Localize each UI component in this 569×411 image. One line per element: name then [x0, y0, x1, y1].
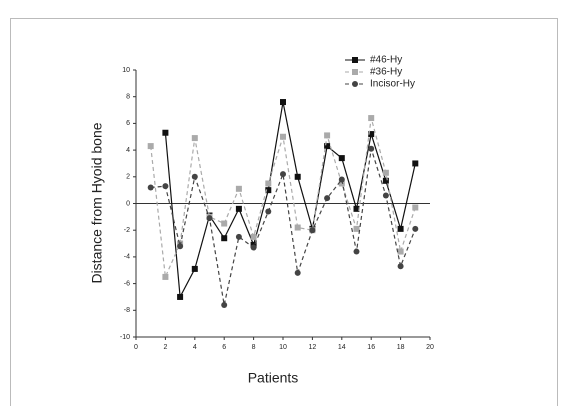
y-axis-title: Distance from Hyoid bone [89, 122, 105, 283]
point [397, 225, 404, 232]
y-tick-label: -10 [120, 334, 130, 341]
y-tick-label: 6 [126, 120, 130, 127]
x-tick-label: 18 [397, 344, 405, 351]
point [221, 220, 228, 227]
point [162, 129, 169, 136]
x-tick-label: 16 [367, 344, 375, 351]
point [353, 225, 360, 232]
point [280, 99, 286, 106]
point [368, 145, 375, 152]
y-tick-label: -8 [124, 307, 130, 314]
point [412, 204, 419, 211]
point [324, 195, 331, 202]
y-tick-label: -6 [124, 280, 130, 287]
point [324, 143, 331, 150]
legend-label: #46-Hy [370, 55, 402, 66]
point [324, 132, 331, 139]
point [382, 177, 389, 184]
point [147, 143, 154, 150]
y-tick-label: -4 [124, 254, 130, 261]
point [382, 169, 389, 176]
point [250, 244, 257, 251]
point [235, 205, 242, 212]
point [382, 192, 389, 199]
y-tick-label: 0 [126, 200, 130, 207]
point [368, 131, 375, 138]
point [294, 269, 301, 276]
y-tick-label: 8 [126, 94, 130, 101]
point [265, 180, 272, 187]
point [353, 248, 360, 255]
x-tick-label: 4 [193, 344, 197, 351]
point [294, 173, 301, 180]
point [338, 176, 345, 183]
point [177, 293, 184, 300]
y-tick-label: 4 [126, 147, 130, 154]
point [147, 184, 154, 191]
point [294, 224, 301, 231]
legend-label: #36-Hy [370, 67, 402, 78]
point [397, 263, 404, 270]
x-tick-label: 0 [134, 344, 138, 351]
point [177, 243, 184, 250]
point [162, 273, 169, 280]
point [353, 205, 360, 212]
x-tick-label: 6 [222, 344, 226, 351]
x-tick-label: 14 [338, 344, 346, 351]
x-tick-label: 8 [252, 344, 256, 351]
x-axis-title: Patients [248, 370, 299, 386]
point [191, 265, 198, 272]
x-tick-label: 2 [163, 344, 167, 351]
point [309, 227, 316, 234]
x-tick-label: 10 [279, 344, 287, 351]
point [221, 235, 228, 242]
point [235, 185, 242, 192]
point [368, 115, 375, 122]
y-tick-label: 10 [122, 67, 130, 74]
point [191, 135, 198, 142]
x-tick-label: 12 [309, 344, 317, 351]
point [250, 233, 257, 240]
legend-marker [352, 81, 358, 87]
point [162, 183, 169, 190]
point [412, 225, 419, 232]
point [412, 160, 419, 167]
point [265, 187, 272, 194]
legend-marker [352, 57, 358, 63]
point [338, 180, 345, 187]
point [280, 133, 286, 140]
y-tick-label: 2 [126, 174, 130, 181]
point [206, 215, 213, 222]
x-tick-label: 20 [426, 344, 434, 351]
legend-marker [352, 69, 358, 75]
point [280, 171, 286, 178]
series-line [164, 101, 416, 300]
point [221, 301, 228, 308]
point [235, 233, 242, 240]
point [338, 155, 345, 162]
y-tick-label: -2 [124, 227, 130, 234]
legend-label: Incisor-Hy [370, 79, 415, 90]
point [265, 208, 272, 215]
point [397, 248, 404, 255]
point [191, 173, 198, 180]
